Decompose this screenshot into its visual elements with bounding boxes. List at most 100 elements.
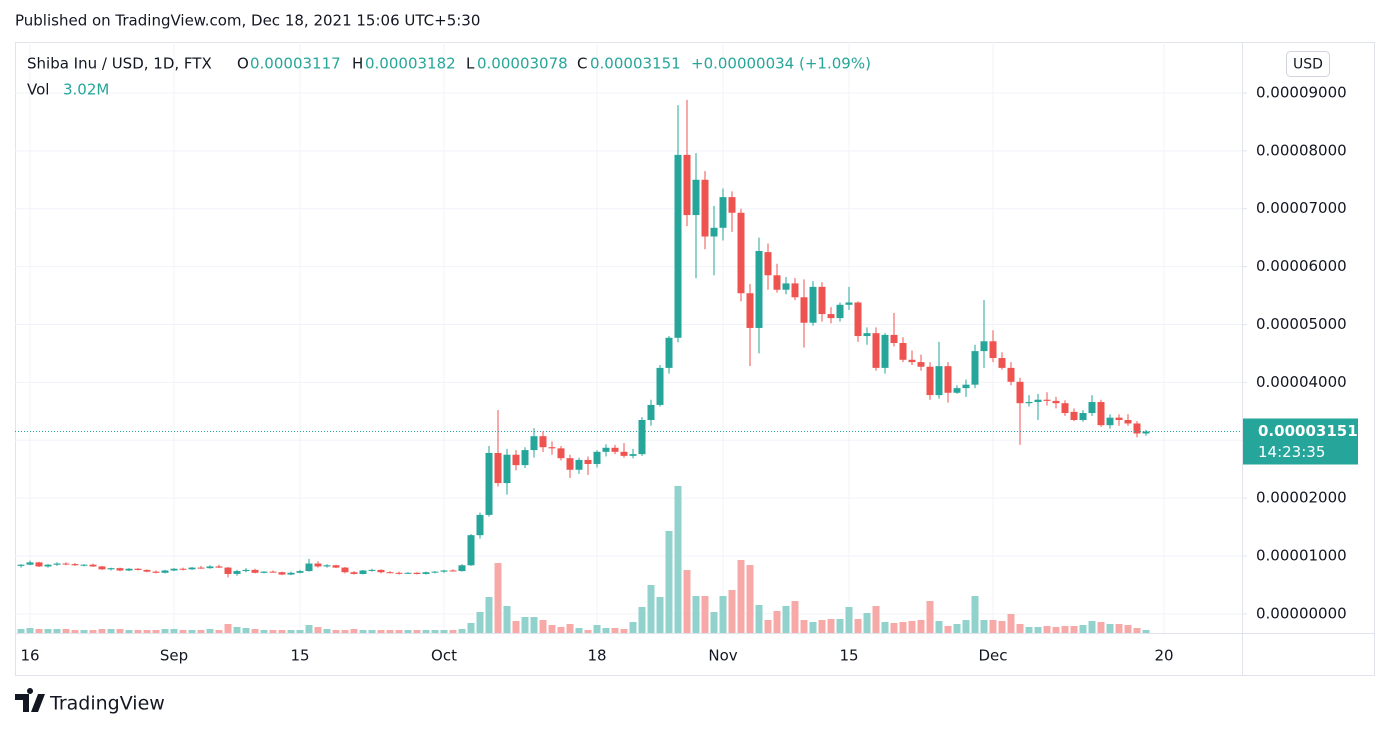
candle-body — [323, 565, 331, 567]
logo-icon — [15, 687, 45, 712]
candle-body — [152, 571, 160, 573]
volume-bar — [1133, 628, 1141, 633]
candle-body — [611, 447, 619, 452]
candle-body — [935, 366, 943, 396]
volume-bar — [962, 620, 970, 633]
volume-bar — [1124, 625, 1132, 633]
x-tick-label: Nov — [708, 647, 737, 665]
volume-bar — [539, 620, 547, 633]
candle-body — [449, 570, 457, 572]
volume-bar — [647, 585, 655, 633]
volume-bar — [332, 630, 340, 633]
volume-bar — [998, 621, 1006, 633]
candle-body — [80, 564, 88, 566]
candle-body — [827, 314, 835, 319]
legend: Shiba Inu / USD, 1D, FTX O 0.00003117 H … — [27, 55, 871, 99]
candle-body — [539, 436, 547, 448]
candle-body — [260, 571, 268, 573]
volume-bar — [53, 629, 61, 633]
candle-body — [35, 562, 43, 567]
volume-bar — [575, 628, 583, 633]
candle-body — [179, 568, 187, 570]
candle-body — [89, 564, 97, 567]
volume-bar — [26, 628, 34, 633]
candle-body — [107, 568, 115, 570]
candle-body — [998, 358, 1006, 368]
volume-bar — [989, 620, 997, 633]
candle-body — [485, 452, 493, 515]
volume-pane — [17, 486, 1150, 633]
volume-bar — [287, 630, 295, 633]
volume-bar — [836, 619, 844, 633]
volume-bar — [152, 630, 160, 633]
low-letter: L — [466, 55, 475, 73]
candle-body — [1142, 431, 1150, 434]
volume-bar — [818, 620, 826, 633]
volume-bar — [242, 628, 250, 633]
volume-bar — [809, 622, 817, 633]
volume-bar — [773, 611, 781, 633]
volume-bar — [1079, 625, 1087, 633]
candle-body — [53, 563, 61, 565]
candle-body — [422, 572, 430, 574]
candle-body — [224, 567, 232, 574]
volume-bar — [899, 622, 907, 633]
candle-body — [1133, 423, 1141, 434]
candle-body — [728, 197, 736, 213]
currency-label: USD — [1293, 57, 1323, 73]
last-price-label: 0.00003151 — [1258, 422, 1358, 440]
volume-bar — [890, 623, 898, 633]
volume-bar — [800, 620, 808, 633]
volume-bar — [440, 630, 448, 633]
candle-body — [413, 572, 421, 574]
volume-bar — [845, 607, 853, 633]
volume-bar — [665, 531, 673, 633]
volume-bar — [386, 630, 394, 633]
candle-body — [368, 569, 376, 571]
x-tick-label: Sep — [160, 647, 188, 665]
volume-bar — [629, 622, 637, 633]
candle-body — [116, 568, 124, 571]
candle-body — [854, 302, 862, 337]
volume-bar — [557, 627, 565, 633]
candle-body — [359, 570, 367, 574]
volume-bar — [305, 625, 313, 633]
volume-bar — [215, 630, 223, 633]
volume-bar — [404, 630, 412, 633]
volume-bar — [314, 627, 322, 633]
volume-bar — [1034, 627, 1042, 633]
y-tick-label: 0.00004000 — [1256, 373, 1347, 391]
candle-body — [1025, 402, 1033, 404]
candle-body — [386, 572, 394, 574]
candle-body — [278, 572, 286, 575]
volume-bar — [1016, 624, 1024, 633]
volume-bar — [1007, 614, 1015, 633]
candle-body — [557, 448, 565, 459]
y-tick-label: 0.00005000 — [1256, 315, 1347, 333]
candle-body — [593, 451, 601, 464]
volume-bar — [377, 630, 385, 633]
candle-body — [494, 452, 502, 484]
candle-body — [1079, 413, 1087, 420]
currency-button[interactable] — [1286, 51, 1330, 77]
candle-body — [746, 293, 754, 328]
symbol-label: Shiba Inu / USD, 1D, FTX — [27, 55, 212, 73]
candle-body — [1124, 419, 1132, 424]
chart-frame — [15, 42, 1375, 676]
candle-body — [971, 351, 979, 385]
candle-body — [899, 342, 907, 360]
candle-body — [395, 572, 403, 574]
volume-bar — [863, 613, 871, 633]
candle-body — [305, 563, 313, 572]
candle-body — [926, 366, 934, 396]
volume-bar — [35, 629, 43, 633]
candles — [17, 99, 1150, 578]
volume-bar — [161, 629, 169, 633]
volume-bar — [782, 606, 790, 633]
candle-body — [818, 286, 826, 315]
volume-bar — [908, 621, 916, 633]
candle-body — [1115, 417, 1123, 420]
candle-body — [656, 367, 664, 405]
candle-body — [575, 459, 583, 470]
volume-bar — [44, 629, 52, 633]
